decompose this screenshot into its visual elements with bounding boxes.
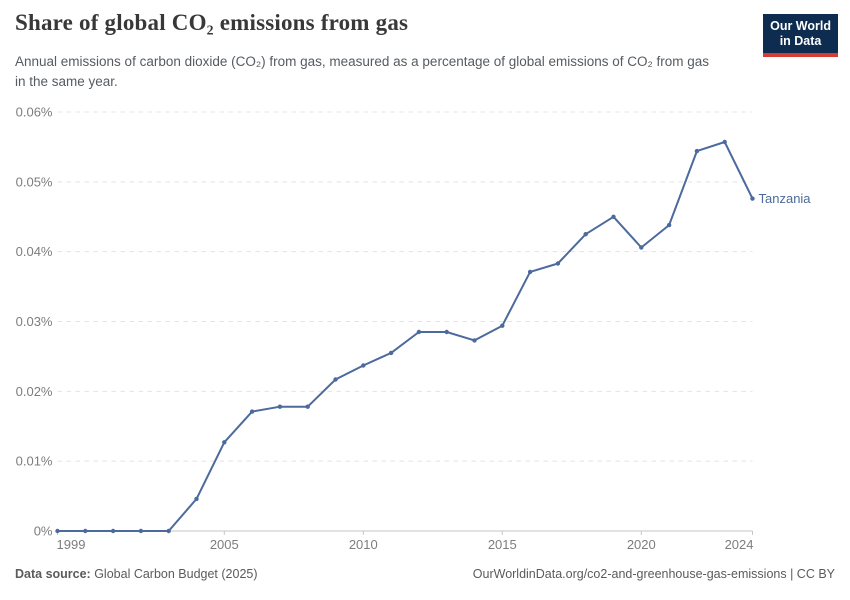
data-point — [750, 196, 755, 201]
owid-logo: Our World in Data — [763, 14, 838, 57]
x-tick-label: 2024 — [725, 537, 754, 552]
data-point — [222, 440, 227, 445]
y-tick-label: 0.06% — [16, 105, 53, 120]
data-point — [83, 528, 88, 534]
data-point — [639, 245, 644, 250]
y-tick-label: 0.01% — [16, 454, 53, 469]
data-point — [500, 323, 505, 328]
series-end-label: Tanzania — [759, 191, 812, 206]
chart-footer: Data source: Global Carbon Budget (2025)… — [15, 567, 835, 581]
data-point — [166, 528, 171, 534]
data-point — [194, 496, 199, 502]
x-tick-label: 2020 — [627, 537, 656, 552]
data-source-label: Data source: — [15, 567, 91, 581]
data-point — [305, 404, 310, 409]
data-point — [694, 148, 700, 154]
data-point — [249, 409, 255, 414]
data-point — [666, 222, 672, 228]
x-tick-label: 2005 — [210, 537, 239, 552]
data-point — [277, 404, 283, 409]
data-source-text: Global Carbon Budget (2025) — [90, 567, 258, 581]
data-point — [527, 269, 533, 275]
y-tick-label: 0% — [34, 524, 53, 539]
data-point — [472, 338, 477, 343]
y-tick-label: 0.03% — [16, 314, 53, 329]
data-point — [55, 528, 60, 534]
y-tick-label: 0.04% — [16, 244, 53, 259]
data-point — [416, 329, 422, 335]
data-point — [611, 214, 616, 219]
data-point — [333, 377, 338, 382]
page-title: Share of global CO₂ emissions from gas — [15, 10, 409, 35]
data-point — [138, 528, 144, 534]
y-tick-label: 0.05% — [16, 174, 53, 189]
line-series-tanzania — [56, 141, 754, 532]
x-tick-label: 1999 — [57, 537, 86, 552]
owid-logo-line1: Our World — [770, 19, 831, 33]
y-tick-label: 0.02% — [16, 384, 53, 399]
data-point — [583, 232, 588, 237]
data-point — [361, 363, 366, 368]
owid-logo-line2: in Data — [779, 34, 822, 48]
data-point — [110, 528, 116, 534]
data-point — [555, 261, 561, 266]
data-point — [388, 350, 394, 356]
chart-subtitle: Annual emissions of carbon dioxide (CO₂)… — [15, 54, 710, 90]
data-point — [444, 329, 449, 335]
x-tick-label: 2015 — [488, 537, 517, 552]
data-point — [722, 139, 727, 145]
data-source: Data source: Global Carbon Budget (2025) — [15, 567, 258, 581]
x-tick-label: 2010 — [349, 537, 378, 552]
credit-link[interactable]: OurWorldinData.org/co2-and-greenhouse-ga… — [472, 567, 835, 581]
